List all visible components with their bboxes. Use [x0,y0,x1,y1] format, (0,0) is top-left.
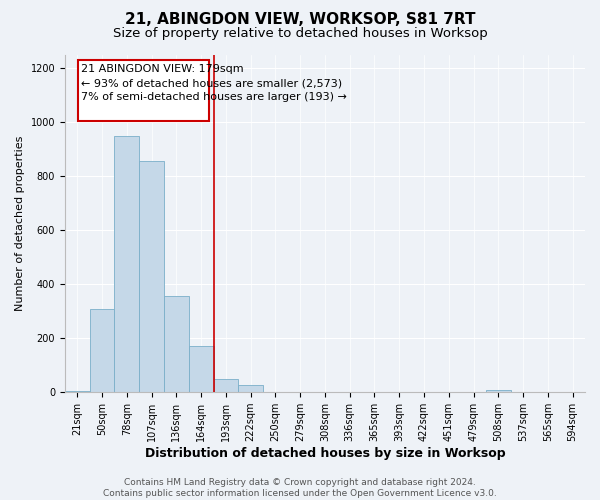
X-axis label: Distribution of detached houses by size in Worksop: Distribution of detached houses by size … [145,447,505,460]
Bar [189,346,214,392]
Bar [65,391,89,392]
FancyBboxPatch shape [78,60,209,121]
Bar [164,296,189,392]
Bar [486,390,511,392]
Y-axis label: Number of detached properties: Number of detached properties [15,136,25,312]
Bar [214,378,238,392]
Bar [139,161,164,392]
Bar [89,310,115,392]
Bar [238,386,263,392]
Text: Contains HM Land Registry data © Crown copyright and database right 2024.
Contai: Contains HM Land Registry data © Crown c… [103,478,497,498]
Text: 21, ABINGDON VIEW, WORKSOP, S81 7RT: 21, ABINGDON VIEW, WORKSOP, S81 7RT [125,12,475,28]
Text: Size of property relative to detached houses in Worksop: Size of property relative to detached ho… [113,28,487,40]
Bar [115,136,139,392]
Text: 21 ABINGDON VIEW: 179sqm
← 93% of detached houses are smaller (2,573)
7% of semi: 21 ABINGDON VIEW: 179sqm ← 93% of detach… [82,64,347,102]
